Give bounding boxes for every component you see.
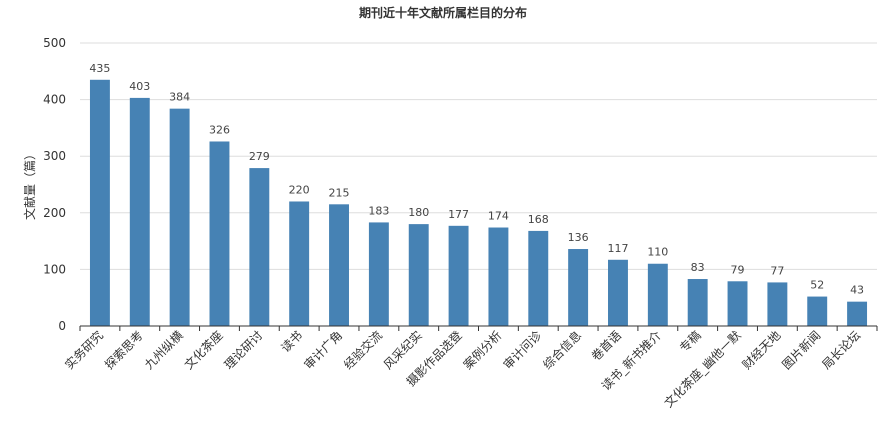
data-label: 168 xyxy=(528,213,549,226)
x-tick-label: 审计广角 xyxy=(301,328,346,373)
data-label: 435 xyxy=(89,62,110,75)
y-axis-ticks: 0 100 200 300 400 500 xyxy=(43,36,66,333)
y-axis-label: 文献量（篇） xyxy=(22,148,37,220)
x-tick-label: 经验交流 xyxy=(340,328,385,373)
bar xyxy=(289,201,310,326)
data-label: 177 xyxy=(448,208,469,221)
bar xyxy=(408,224,429,326)
y-tick-label: 100 xyxy=(43,262,66,276)
x-tick-label: 审计问诊 xyxy=(500,328,545,373)
bars xyxy=(89,79,868,326)
x-tick-label: 探索思考 xyxy=(102,328,146,372)
x-tick-label: 财经天地 xyxy=(740,328,784,372)
data-label: 180 xyxy=(408,206,429,219)
bar xyxy=(209,141,230,326)
data-label: 43 xyxy=(850,284,864,297)
x-tick-label: 图片新闻 xyxy=(779,328,824,373)
bar xyxy=(528,230,549,326)
data-labels: 435 403 384 326 279 220 215 183 180 177 174 168 136 1… xyxy=(89,62,864,297)
bar xyxy=(129,97,150,326)
bar xyxy=(329,204,349,326)
bar xyxy=(608,259,628,326)
data-label: 326 xyxy=(209,123,230,136)
x-tick-label: 文化茶座 xyxy=(181,328,226,373)
data-label: 79 xyxy=(731,263,745,276)
x-tick-label: 读书 xyxy=(278,328,305,355)
data-label: 279 xyxy=(249,150,270,163)
x-tick-label: 理论研讨 xyxy=(222,328,266,372)
bar xyxy=(488,227,509,326)
data-label: 83 xyxy=(691,261,705,274)
x-tick-label: 综合信息 xyxy=(540,328,585,373)
x-tick-label: 案例分析 xyxy=(460,328,505,373)
bar xyxy=(687,279,708,326)
x-tick-label: 局长论坛 xyxy=(819,328,863,372)
bar xyxy=(89,79,110,326)
bar xyxy=(169,108,190,326)
bar xyxy=(727,281,748,326)
y-tick-label: 500 xyxy=(43,36,66,50)
data-label: 117 xyxy=(607,242,628,255)
bar xyxy=(647,263,668,326)
x-tick-label: 九州纵横 xyxy=(142,328,186,372)
bar xyxy=(448,225,469,326)
bar xyxy=(767,282,788,326)
y-tick-label: 0 xyxy=(58,319,66,333)
chart-title: 期刊近十年文献所属栏目的分布 xyxy=(359,5,527,20)
y-tick-label: 400 xyxy=(43,93,66,107)
gridlines xyxy=(80,42,877,270)
data-label: 183 xyxy=(368,204,389,217)
bar xyxy=(368,222,389,326)
y-tick-label: 200 xyxy=(43,206,66,220)
data-label: 136 xyxy=(568,231,589,244)
data-label: 52 xyxy=(810,279,824,292)
bar xyxy=(807,296,828,326)
x-tick-label: 实务研究 xyxy=(61,328,106,373)
bar xyxy=(568,249,589,326)
data-label: 174 xyxy=(488,210,509,223)
data-label: 384 xyxy=(169,91,190,104)
data-label: 77 xyxy=(770,264,784,277)
x-tick-label: 专稿 xyxy=(676,328,704,356)
x-tick-label: 卷首语 xyxy=(588,328,624,364)
data-label: 403 xyxy=(129,80,150,93)
bar xyxy=(249,168,270,326)
bar xyxy=(847,301,868,326)
data-label: 220 xyxy=(289,183,310,196)
x-tick-label: 文化茶座_幽他一默 xyxy=(661,328,744,411)
data-label: 110 xyxy=(647,246,668,259)
data-label: 215 xyxy=(329,186,350,199)
y-tick-label: 300 xyxy=(43,149,66,163)
